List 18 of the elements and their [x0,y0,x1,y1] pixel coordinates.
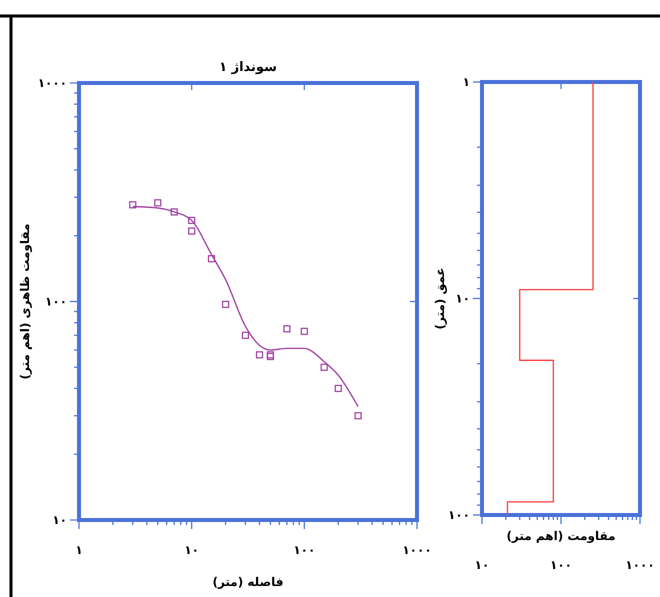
y-tick-label: ۱۰۰ [45,294,67,308]
y-tick-label: ۱۰ [455,292,470,306]
y-tick-label: ۱۰۰۰ [38,76,67,90]
x-tick-label: ۱۰ [474,558,490,572]
x-tick-label: ۱۰۰ [293,543,316,557]
y-tick-label: ۱۰۰ [448,508,470,522]
x-axis-title: فاصله (متر) [212,575,284,589]
x-axis-title: مقاومت (اهم متر) [506,529,616,543]
y-tick-label: ۱۰ [52,513,67,527]
y-axis-title: مقاومت ظاهری (اهم متر) [18,224,32,380]
x-tick-label: ۱ [75,543,83,557]
x-tick-label: ۱۰ [184,543,199,557]
y-tick-label: ۱ [462,75,470,89]
y-axis-title: عمق (متر) [433,268,447,330]
x-tick-label: ۱۰۰۰ [402,543,432,557]
x-tick-label: ۱۰۰ [550,558,572,572]
chart-title: سونداژ ۱ [219,60,277,75]
x-tick-label: ۱۰۰۰ [625,558,655,572]
